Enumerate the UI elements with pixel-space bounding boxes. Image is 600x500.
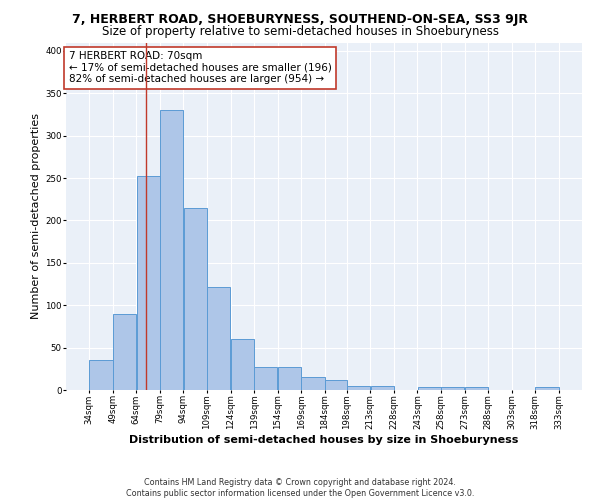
- X-axis label: Distribution of semi-detached houses by size in Shoeburyness: Distribution of semi-detached houses by …: [130, 434, 518, 444]
- Text: Contains HM Land Registry data © Crown copyright and database right 2024.
Contai: Contains HM Land Registry data © Crown c…: [126, 478, 474, 498]
- Y-axis label: Number of semi-detached properties: Number of semi-detached properties: [31, 114, 41, 320]
- Bar: [254, 367, 277, 390]
- Bar: [184, 208, 207, 390]
- Bar: [231, 339, 254, 390]
- Bar: [113, 314, 136, 390]
- Text: 7 HERBERT ROAD: 70sqm
← 17% of semi-detached houses are smaller (196)
82% of sem: 7 HERBERT ROAD: 70sqm ← 17% of semi-deta…: [68, 51, 331, 84]
- Bar: [441, 388, 464, 390]
- Text: Size of property relative to semi-detached houses in Shoeburyness: Size of property relative to semi-detach…: [101, 25, 499, 38]
- Text: 7, HERBERT ROAD, SHOEBURYNESS, SOUTHEND-ON-SEA, SS3 9JR: 7, HERBERT ROAD, SHOEBURYNESS, SOUTHEND-…: [72, 12, 528, 26]
- Bar: [371, 386, 394, 390]
- Bar: [278, 367, 301, 390]
- Bar: [137, 176, 160, 390]
- Bar: [418, 388, 441, 390]
- Bar: [465, 388, 488, 390]
- Bar: [535, 388, 559, 390]
- Bar: [207, 286, 230, 390]
- Bar: [325, 380, 347, 390]
- Bar: [89, 360, 113, 390]
- Bar: [347, 386, 370, 390]
- Bar: [301, 378, 325, 390]
- Bar: [160, 110, 183, 390]
